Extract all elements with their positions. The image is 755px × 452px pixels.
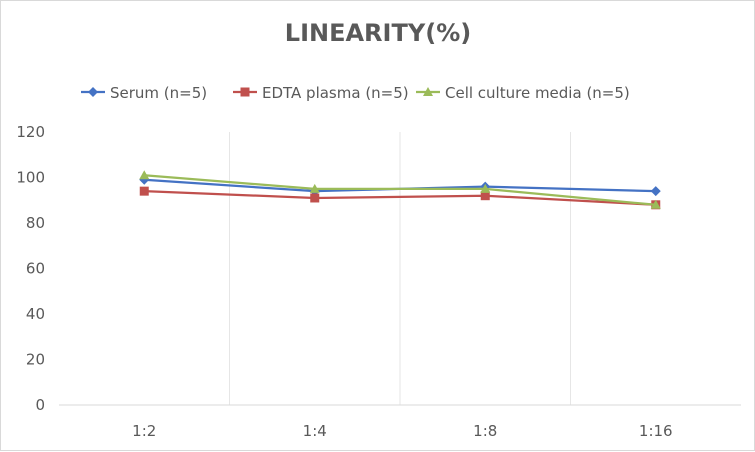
y-tick-label: 0 [35, 396, 45, 414]
x-tick-label: 1:2 [132, 422, 156, 440]
y-tick-label: 40 [26, 305, 45, 323]
data-point-serum [650, 186, 661, 197]
y-tick-label: 100 [16, 169, 45, 187]
x-tick-label: 1:8 [473, 422, 497, 440]
series-line-cell [144, 174, 656, 206]
x-tick-label: 1:4 [303, 422, 327, 440]
data-point-cell [480, 183, 491, 193]
data-point-edta [139, 186, 149, 196]
y-tick-label: 80 [26, 214, 45, 232]
x-tick-label: 1:16 [639, 422, 673, 440]
y-tick-label: 60 [26, 260, 45, 278]
y-tick-label: 120 [16, 123, 45, 141]
legend-label-edta: EDTA plasma (n=5) [262, 84, 409, 102]
legend-label-serum: Serum (n=5) [110, 84, 207, 102]
legend-label-cell: Cell culture media (n=5) [445, 84, 630, 102]
data-point-cell [309, 183, 320, 193]
data-point-cell [650, 199, 661, 209]
chart-title: LINEARITY(%) [285, 19, 471, 47]
legend-marker-serum [88, 87, 98, 97]
data-point-edta [480, 191, 490, 201]
legend: Serum (n=5) EDTA plasma (n=5) Cell culture… [81, 84, 630, 102]
y-tick-label: 20 [26, 351, 45, 369]
data-point-edta [310, 193, 320, 203]
series-line-edta [144, 190, 656, 206]
data-point-cell [139, 170, 150, 180]
legend-marker-cell [423, 87, 433, 96]
legend-marker-edta [240, 87, 250, 97]
